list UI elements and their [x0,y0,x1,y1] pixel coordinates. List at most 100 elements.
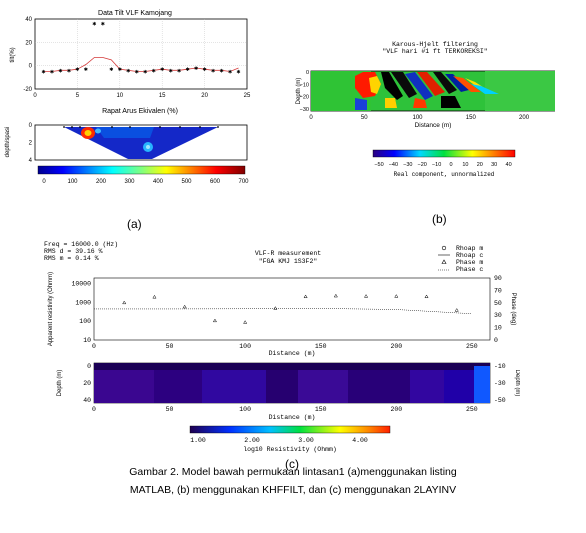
fig-b-xtick: 100 [413,115,424,121]
fig-c-colorbar [189,425,391,434]
fig-c-bottom-ytick: 0 [87,363,91,370]
fig-b-colorbar-label: Real component, unnormalized [394,171,495,178]
fig-b-colorbar-tick: −30 [403,162,412,168]
fig-c-bottom-xtick: 150 [315,406,327,413]
fig-b-xtick: 0 [309,115,313,121]
fig-c-rhoap-c-line [94,308,472,314]
fig-c-header-freq: Freq = 16000.0 (Hz) [44,241,118,248]
fig-c-phase-point [303,294,308,299]
fig-b-ytick: −20 [300,95,309,101]
fig-b-ytick: −30 [300,107,309,113]
fig-c-top-xtick: 150 [315,343,327,350]
fig-c-bottom-xtick: 0 [92,406,96,413]
fig-a-colorbar-tick: 100 [67,179,78,185]
fig-b-colorbar-tick: −50 [374,162,383,168]
fig-a-label: (a) [127,217,142,231]
fig-b-ytick: 0 [306,70,309,76]
fig-c-top-ytick: 1000 [75,299,91,306]
fig-c-top-marks [94,293,472,324]
fig-c-top-ytick: 10 [83,337,91,344]
fig-c-bottom-y2tick: -10 [494,363,506,370]
fig-c-phase-point [273,306,278,310]
fig-a-tilt-point: ✱ [143,70,147,76]
fig-c-top-xlabel: Distance (m) [269,350,316,357]
fig-c-bottom-ytick: 20 [83,380,91,387]
fig-c-phase-point [122,300,127,305]
figure-b: Karous-Hjelt filtering "VLF hari #1 ft T… [296,41,555,178]
fig-a-tilt-point: ✱ [135,70,139,76]
fig-a-top-ytick: -20 [23,87,32,93]
fig-c-top-y2tick: 90 [494,275,502,282]
fig-b-colorbar-tick: −10 [432,162,441,168]
fig-a-tilt-point: ✱ [126,68,130,74]
fig-a-tilt-point: ✱ [92,22,96,28]
fig-a-colorbar-tick: 700 [238,179,249,185]
fig-c-top-xtick: 200 [390,343,402,350]
fig-a-top-xtick: 5 [76,93,80,99]
fig-b-colorbar-tick: 40 [506,162,512,168]
fig-a-bottom-ytick: 0 [29,123,33,129]
fig-a-colorbar-tick: 500 [181,179,192,185]
fig-a-top-marks: ✱ ✱ ✱ ✱ ✱ ✱ ✱ ✱ ✱ ✱ ✱ ✱ ✱ ✱ ✱ ✱ ✱ ✱ ✱ ✱ ✱ ✱ ✱ ✱ [41,22,240,76]
fig-c-title1: VLF-R measurement [255,250,321,257]
fig-a-bottom-ylabel: depth/spasi [5,127,11,158]
fig-b-xtick: 50 [361,115,368,121]
fig-a-bottom-ytick: 4 [29,158,33,164]
fig-a-bottom-section [63,126,219,159]
fig-c-title2: "FGA KMJ 1S3F2" [259,258,318,265]
fig-c-top-ytick: 100 [79,318,91,325]
fig-a-tilt-point: ✱ [41,70,45,76]
fig-c-phase-point [454,307,459,312]
fig-a-colorbar-tick: 600 [210,179,221,185]
fig-c-top-ylabel-right: Phase (deg) [510,293,516,326]
fig-c-depth-label-left: Depth (m) [57,370,63,397]
fig-c-colorbar-tick: 1.00 [190,437,206,444]
caption-line-1: Gambar 2. Model bawah permukaan lintasan… [129,466,457,478]
fig-a-tilt-point: ✱ [211,68,215,74]
fig-a-tilt-point: ✱ [160,67,164,73]
fig-c-top-xtick: 0 [92,343,96,350]
fig-a-bottom-title: Rapat Arus Ekivalen (%) [102,108,178,115]
fig-b-section [311,71,555,111]
fig-a-colorbar-ticks: 0 100 200 300 400 500 600 700 [42,179,249,185]
fig-c-label: (c) [285,457,299,471]
fig-c-top-xtick: 100 [239,343,251,350]
fig-b-label: (b) [432,212,447,226]
fig-a-top-ytick: 20 [25,40,32,46]
fig-c-colorbar-tick: 2.00 [244,437,260,444]
fig-c-legend-phase-c: Phase c [456,266,483,273]
fig-a-top-ylabel: tilt(%) [10,47,16,62]
fig-a-tilt-point: ✱ [228,70,232,76]
fig-c-top-y2tick: 70 [494,287,502,294]
fig-c-top-y2tick: 10 [494,325,502,332]
fig-c-legend-rhoap-c: Rhoap c [456,252,483,259]
fig-a-colorbar-tick: 300 [124,179,135,185]
fig-a-top-xtick: 15 [159,93,166,99]
fig-a-tilt-point: ✱ [75,67,79,73]
fig-a-top-ytick: 40 [25,17,32,23]
fig-c-phase-point [364,294,369,298]
fig-c-top-y2tick: 50 [494,300,502,307]
fig-b-xtick: 150 [466,115,477,121]
fig-a-bottom-ytick: 2 [29,141,33,147]
fig-c-top-ylabel: Apparent resistivity (Ohmm) [48,272,54,346]
fig-c-colorbar-tick: 3.00 [298,437,314,444]
figure-a: Data Tilt VLF Kamojang tilt(%) ✱ ✱ ✱ ✱ ✱ ✱✱ ✱✱… [5,10,251,185]
fig-a-top-xtick: 10 [116,93,123,99]
fig-b-colorbar-tick: −20 [418,162,427,168]
fig-c-colorbar-ticks: 1.00 2.00 3.00 4.00 [190,437,368,444]
fig-c-bottom-xtick: 250 [466,406,478,413]
fig-c-colorbar-tick: 4.00 [352,437,368,444]
fig-c-bottom-xtick: 100 [239,406,251,413]
fig-b-xtick: 200 [519,115,530,121]
fig-a-colorbar-tick: 400 [153,179,164,185]
fig-a-top-axes [34,18,248,90]
fig-a-tilt-point: ✱ [236,70,240,76]
fig-a-tilt-point: ✱ [152,68,156,74]
fig-c-bottom-ytick: 40 [83,397,91,404]
fig-c-top-xtick: 250 [466,343,478,350]
fig-b-xlabel: Distance (m) [415,122,452,129]
fig-a-bottom-ticks: 0 2 4 [29,123,33,164]
fig-c-depth-label-right: Depth (m) [514,370,520,397]
fig-c-top-xtick: 50 [166,343,174,350]
